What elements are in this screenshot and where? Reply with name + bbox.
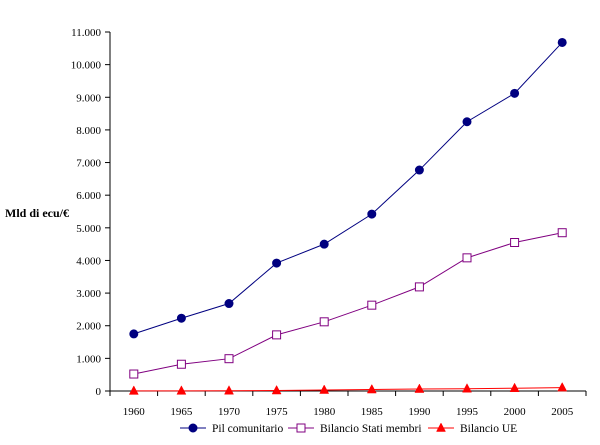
legend-marker bbox=[188, 423, 198, 433]
x-tick-label: 1985 bbox=[361, 406, 384, 418]
x-tick-label: 2000 bbox=[504, 406, 527, 418]
data-point bbox=[462, 117, 472, 127]
series-line bbox=[133, 387, 563, 392]
data-point bbox=[176, 385, 187, 395]
data-point bbox=[414, 165, 424, 175]
data-point bbox=[366, 383, 377, 394]
legend-label: Pil comunitario bbox=[212, 423, 283, 435]
data-point bbox=[509, 382, 520, 392]
y-tick-label: 3.000 bbox=[76, 288, 101, 300]
x-tick-label: 1995 bbox=[456, 406, 479, 418]
data-point bbox=[462, 253, 472, 263]
y-tick-label: 9.000 bbox=[76, 92, 101, 104]
series-line bbox=[133, 232, 563, 375]
y-tick-label: 10.000 bbox=[71, 60, 102, 72]
data-point bbox=[129, 329, 139, 339]
data-point bbox=[367, 300, 377, 310]
data-point bbox=[319, 317, 329, 327]
data-point bbox=[557, 37, 567, 47]
legend-label: Bilancio UE bbox=[460, 423, 517, 435]
y-tick-label: 8.000 bbox=[76, 125, 101, 137]
data-point bbox=[557, 228, 567, 238]
data-point bbox=[272, 258, 282, 268]
y-tick-label: 1.000 bbox=[76, 353, 101, 365]
data-point bbox=[224, 385, 234, 395]
x-tick-label: 2005 bbox=[551, 406, 574, 418]
y-tick-label: 11.000 bbox=[71, 27, 101, 39]
series-3 bbox=[128, 382, 568, 395]
y-tick-label: 7.000 bbox=[76, 158, 101, 170]
y-tick-label: 4.000 bbox=[76, 255, 101, 267]
data-point bbox=[176, 313, 186, 323]
y-tick-label: 6.000 bbox=[76, 190, 101, 202]
x-axis-ticks: 1960 1965 1970 1975 1980 1985 1990 1995 2000 2005 bbox=[109, 391, 587, 418]
x-tick-label: 1990 bbox=[408, 406, 431, 418]
data-point bbox=[176, 359, 186, 369]
series-2 bbox=[129, 228, 567, 379]
x-tick-label: 1965 bbox=[170, 406, 193, 418]
data-point bbox=[271, 384, 282, 395]
x-tick-label: 1975 bbox=[266, 406, 289, 418]
data-point bbox=[319, 384, 330, 394]
data-point bbox=[557, 382, 568, 392]
data-point bbox=[272, 330, 282, 340]
data-point bbox=[462, 383, 472, 393]
data-point bbox=[224, 354, 234, 364]
legend-item: Pil comunitario bbox=[180, 423, 283, 435]
data-point bbox=[414, 383, 425, 393]
y-tick-label: 5.000 bbox=[76, 223, 101, 235]
legend-label: Bilancio Stati membri bbox=[320, 423, 422, 435]
data-point bbox=[510, 238, 520, 248]
y-tick-label: 2.000 bbox=[76, 321, 101, 333]
data-point bbox=[367, 209, 377, 219]
y-tick-label: 0 bbox=[96, 386, 102, 398]
data-point bbox=[129, 369, 139, 379]
data-point bbox=[128, 385, 139, 395]
legend-marker bbox=[436, 422, 446, 432]
data-point bbox=[414, 282, 424, 292]
legend-item: Bilancio Stati membri bbox=[288, 423, 422, 435]
x-tick-label: 1960 bbox=[123, 406, 146, 418]
data-point bbox=[510, 88, 520, 98]
x-tick-label: 1980 bbox=[313, 406, 336, 418]
legend: Pil comunitario Bilancio Stati membri Bila… bbox=[180, 422, 517, 435]
series-line bbox=[133, 42, 563, 335]
series-layer bbox=[128, 37, 568, 395]
y-axis-ticks: 0 1.000 2.000 3.000 4.000 5.000 6.000 7.000 8.00… bbox=[71, 27, 110, 398]
y-axis-title: Mld di ecu/€ bbox=[5, 206, 69, 220]
series-1 bbox=[129, 37, 567, 339]
plot-area: 0 1.000 2.000 3.000 4.000 5.000 6.000 7.000 8.00… bbox=[71, 27, 587, 418]
data-point bbox=[319, 239, 329, 249]
data-point bbox=[224, 299, 234, 309]
legend-marker bbox=[296, 423, 306, 433]
legend-item: Bilancio UE bbox=[428, 422, 517, 435]
x-tick-label: 1970 bbox=[218, 406, 241, 418]
